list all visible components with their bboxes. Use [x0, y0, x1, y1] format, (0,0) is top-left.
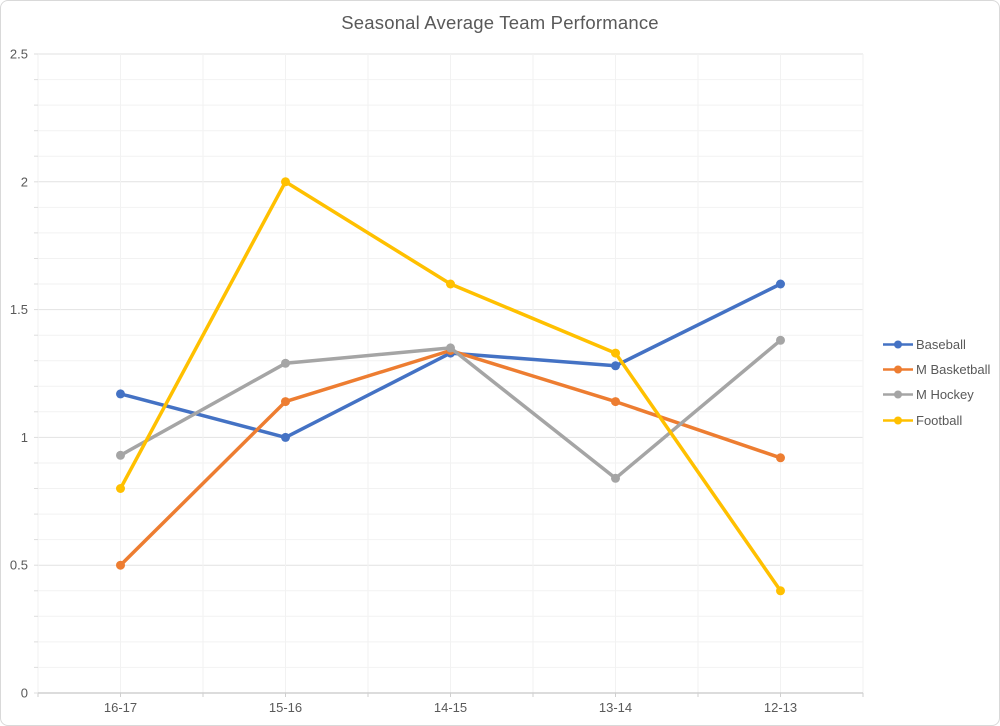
data-point-football-16-17	[116, 484, 125, 493]
data-point-football-15-16	[281, 177, 290, 187]
data-point-m-basketball-15-16	[281, 397, 290, 407]
x-axis-tick-label: 14-15	[434, 700, 467, 715]
data-point-m-basketball-16-17	[116, 560, 125, 570]
x-axis-tick-label: 15-16	[269, 700, 302, 715]
legend-line-marker-icon	[883, 390, 913, 399]
data-point-m-hockey-16-17	[116, 450, 125, 460]
data-point-m-hockey-14-15	[446, 343, 455, 353]
x-axis-tick-label: 13-14	[599, 700, 632, 715]
y-axis-tick-label: 1	[21, 430, 28, 445]
legend-line-marker-icon	[883, 365, 913, 374]
y-axis-tick-label: 2.5	[10, 47, 28, 62]
legend-line-marker-icon	[883, 416, 913, 425]
data-point-m-hockey-15-16	[281, 358, 290, 368]
legend-item-baseball: Baseball	[882, 333, 990, 355]
data-point-m-basketball-12-13	[776, 453, 785, 463]
legend-item-football: Football	[882, 409, 990, 431]
legend: Baseball M Basketball M Hockey Football	[882, 333, 990, 435]
y-axis-tick-label: 0.5	[10, 558, 28, 573]
legend-label: Baseball	[916, 336, 966, 352]
x-axis-tick-label: 16-17	[104, 700, 137, 715]
y-axis-tick-label: 1.5	[10, 302, 28, 317]
data-point-baseball-16-17	[116, 389, 125, 399]
legend-item-m-basketball: M Basketball	[882, 358, 990, 380]
legend-label: M Hockey	[916, 387, 974, 403]
y-axis-tick-label: 2	[21, 174, 28, 189]
legend-line-marker-icon	[883, 340, 913, 348]
y-axis-tick-label: 0	[21, 686, 28, 701]
x-axis-tick-label: 12-13	[764, 700, 797, 715]
data-point-football-13-14	[611, 348, 620, 358]
data-point-football-14-15	[446, 279, 455, 289]
data-point-football-12-13	[776, 586, 785, 596]
data-point-baseball-13-14	[611, 361, 620, 371]
data-point-m-hockey-12-13	[776, 335, 785, 345]
legend-label: M Basketball	[916, 361, 991, 377]
legend-item-m-hockey: M Hockey	[882, 384, 990, 406]
legend-label: Football	[916, 412, 963, 428]
chart-title: Seasonal Average Team Performance	[341, 12, 659, 33]
data-point-m-basketball-13-14	[611, 397, 620, 407]
data-point-baseball-15-16	[281, 432, 290, 442]
data-point-baseball-12-13	[776, 279, 785, 289]
data-point-m-hockey-13-14	[611, 473, 620, 483]
